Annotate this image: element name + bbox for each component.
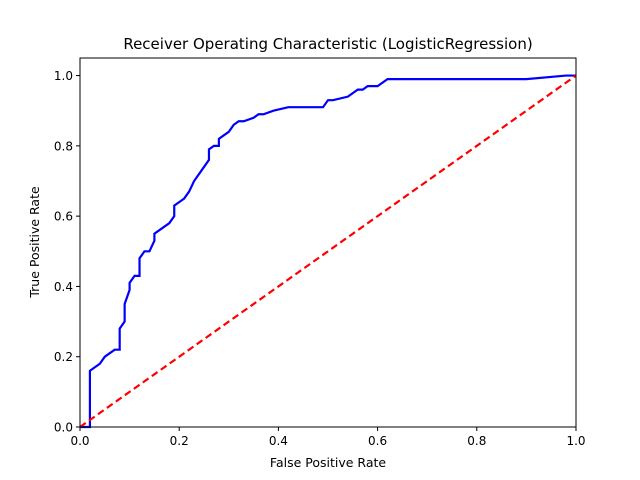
x-tick-label: 0.2: [170, 434, 189, 448]
x-tick-label: 0.8: [467, 434, 486, 448]
series-line-chance: [79, 74, 577, 428]
x-tick-label: 0.6: [368, 434, 387, 448]
x-tick-label: 0.4: [269, 434, 288, 448]
series-layer: [79, 74, 577, 429]
y-axis: 0.0 0.2 0.4 0.6 0.8 1.0: [54, 69, 80, 435]
y-tick-label: 0.6: [54, 210, 73, 224]
axes-frame: [79, 57, 577, 428]
y-tick-label: 1.0: [54, 69, 73, 83]
x-axis: 0.0 0.2 0.4 0.6 0.8 1.0: [70, 427, 586, 448]
y-tick-label: 0.2: [54, 350, 73, 364]
x-axis-label: False Positive Rate: [270, 455, 386, 470]
y-tick-label: 0.8: [54, 139, 73, 153]
chart-title: Receiver Operating Characteristic (Logis…: [123, 35, 532, 53]
x-tick-label: 1.0: [566, 434, 585, 448]
y-axis-label: True Positive Rate: [27, 186, 42, 299]
series-line-roc: [80, 74, 576, 429]
x-tick-label: 0.0: [70, 434, 89, 448]
y-tick-label: 0.0: [54, 421, 73, 435]
y-tick-label: 0.4: [54, 280, 73, 294]
